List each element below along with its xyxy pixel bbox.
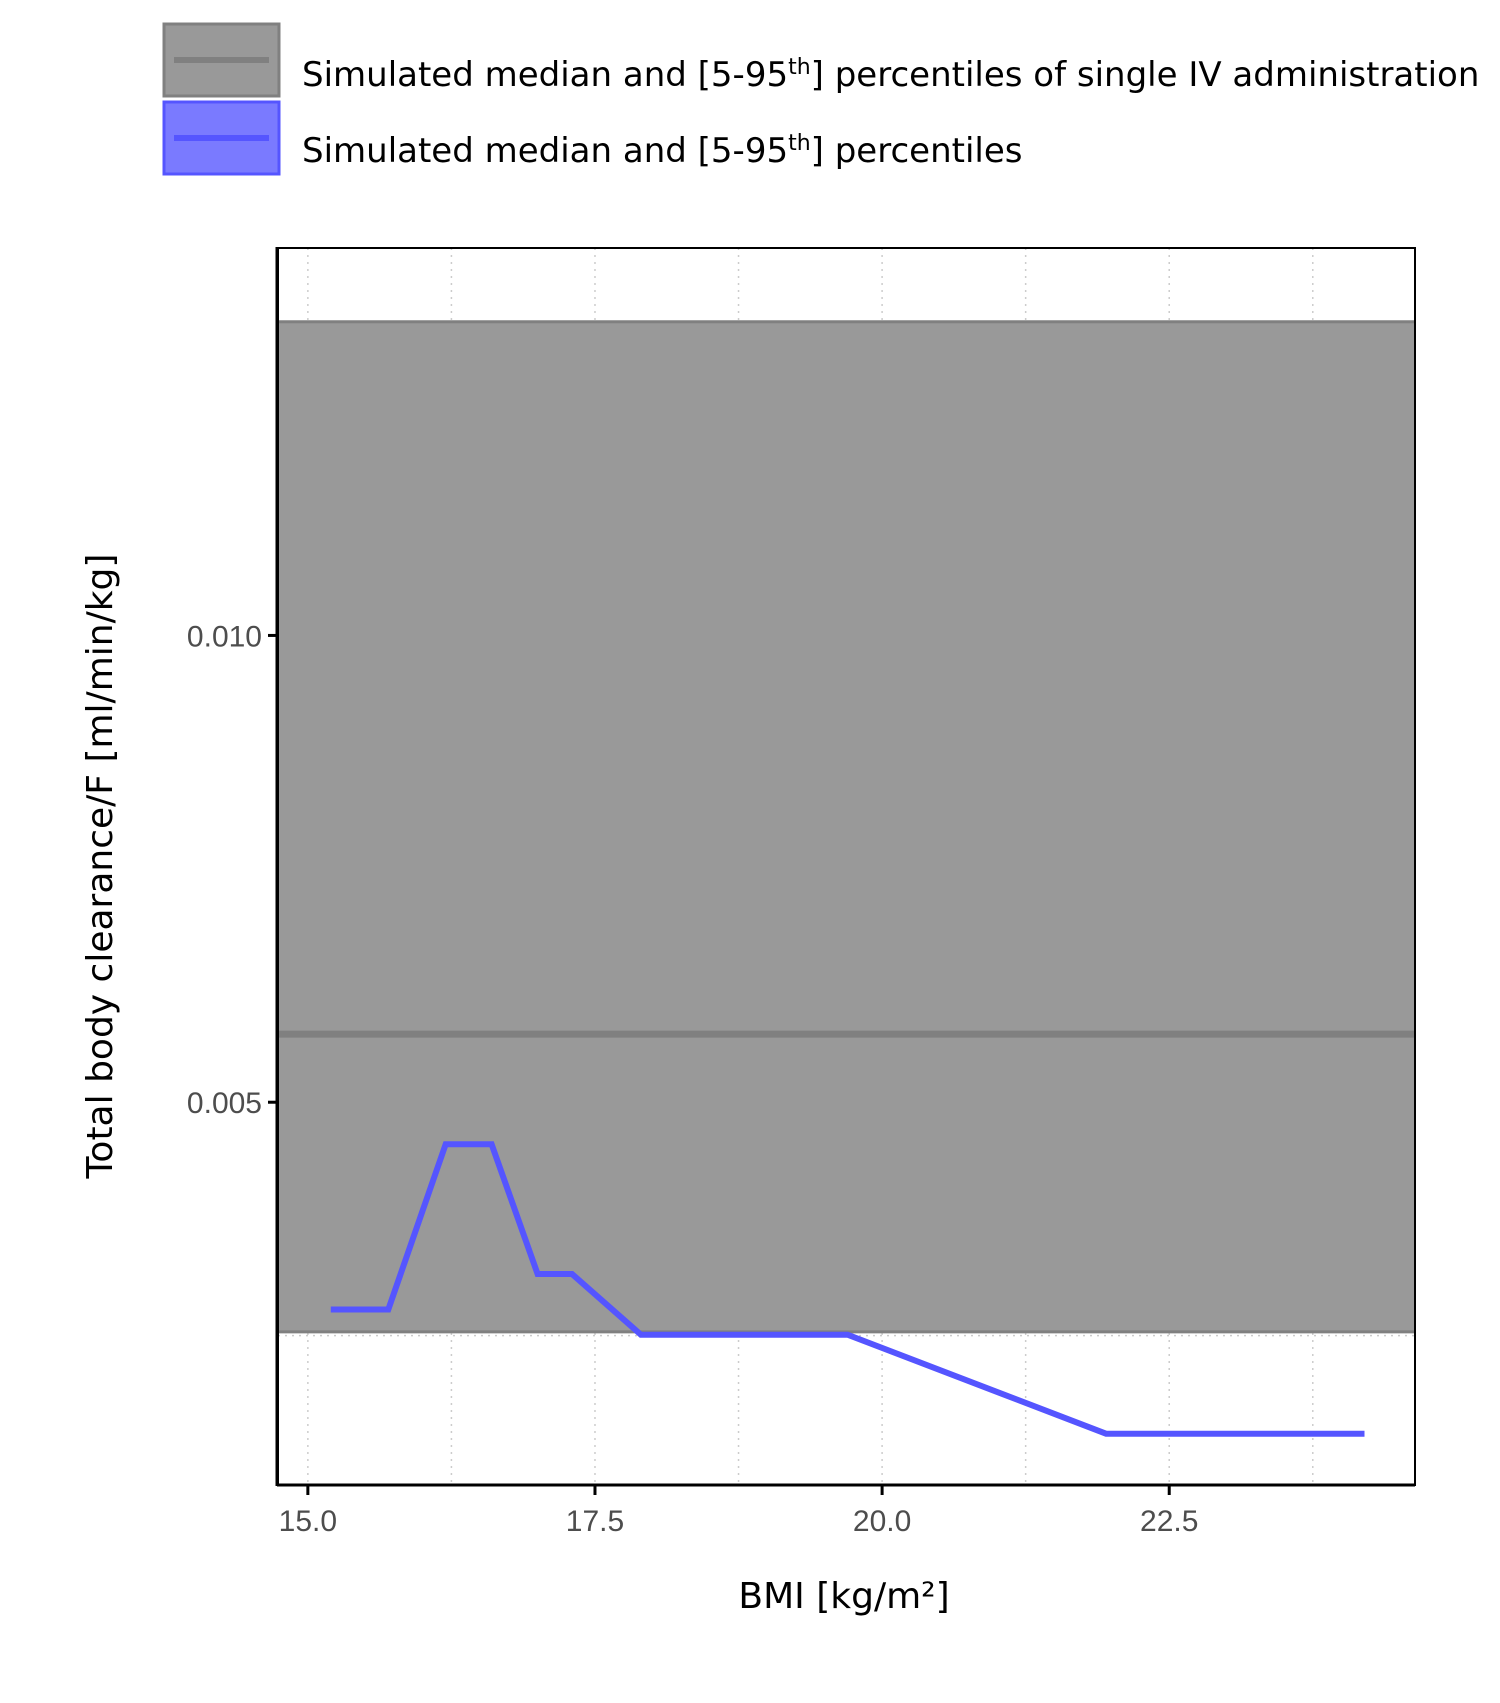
x-tick-label: 20.0 (853, 1505, 911, 1538)
median-series-line (330, 1141, 1365, 1437)
y-axis-ticks: 0.005 0.010 (187, 620, 278, 1120)
legend-item-iv: Simulated median and [5-95th] percentile… (162, 22, 1479, 98)
reference-band (278, 320, 1415, 1334)
x-tick-label: 15.0 (279, 1505, 337, 1538)
legend-label-oral: Simulated median and [5-95th] percentile… (302, 131, 1022, 171)
y-axis-title: Total body clearance/F [ml/min/kg] (80, 554, 121, 1180)
legend: Simulated median and [5-95th] percentile… (162, 22, 1479, 176)
x-tick-label: 17.5 (566, 1505, 624, 1538)
plot-panel (275, 247, 1416, 1487)
iv-percentile-band (278, 321, 1415, 1332)
series-layer (330, 1141, 1365, 1437)
y-tick-label: 0.010 (187, 620, 262, 653)
x-axis-title: BMI [kg/m²] (738, 1576, 949, 1617)
y-tick-label: 0.005 (187, 1087, 262, 1120)
legend-item-oral: Simulated median and [5-95th] percentile… (162, 100, 1022, 176)
x-axis-ticks: 15.0 17.5 20.0 22.5 (279, 1485, 1198, 1538)
legend-label-iv: Simulated median and [5-95th] percentile… (302, 55, 1479, 95)
x-tick-label: 22.5 (1140, 1505, 1198, 1538)
